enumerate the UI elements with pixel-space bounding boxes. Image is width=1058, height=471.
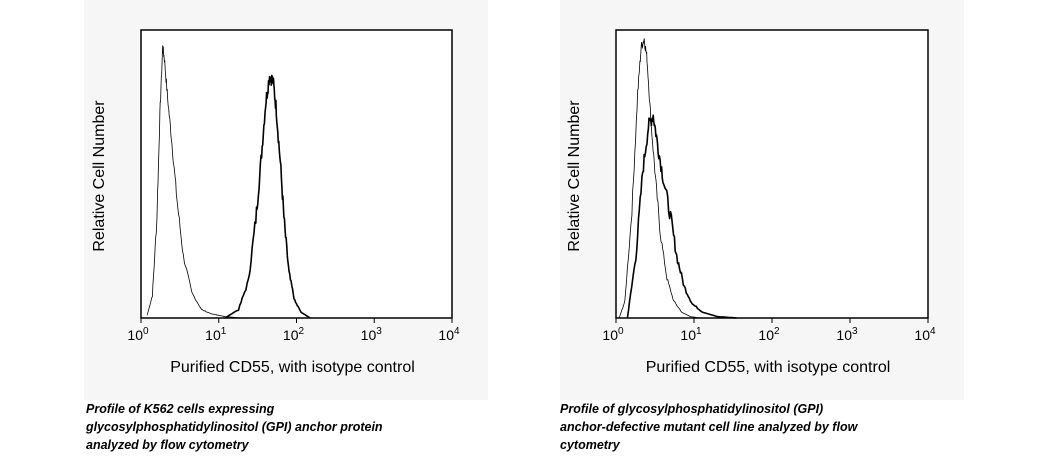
left-x-tick-label-2: 102: [283, 326, 305, 343]
left-x-tick-label-3: 103: [361, 326, 383, 343]
caption-right-line-3: cytometry: [560, 438, 620, 452]
left-x-axis-label: Purified CD55, with isotype control: [170, 359, 415, 376]
left-histogram: 100 101 102 103 104 Purified CD55, with isoty…: [91, 29, 460, 376]
caption-left-line-3: analyzed by flow cytometry: [86, 438, 249, 452]
right-x-tick-label-0: 100: [602, 326, 624, 343]
caption-left: Profile of K562 cells expressing glycosy…: [86, 400, 446, 454]
caption-right-line-2: anchor-defective mutant cell line analyz…: [560, 420, 858, 434]
right-y-axis-label: Relative Cell Number: [566, 100, 583, 252]
caption-left-line-1: Profile of K562 cells expressing: [86, 402, 275, 416]
right-x-tick-label-3: 103: [836, 326, 858, 343]
left-x-tick-label-4: 104: [438, 326, 460, 343]
right-x-axis-label: Purified CD55, with isotype control: [646, 359, 891, 376]
left-x-tick-label-0: 100: [127, 326, 149, 343]
right-plot-frame: [615, 29, 929, 319]
caption-left-line-2: glycosylphosphatidylinositol (GPI) ancho…: [86, 420, 383, 434]
right-x-tick-label-4: 104: [914, 326, 936, 343]
left-series-thin-line: [146, 45, 243, 319]
caption-right-line-1: Profile of glycosylphosphatidylinositol …: [560, 402, 824, 416]
right-x-tick-label-2: 102: [758, 326, 780, 343]
left-x-tick-label-1: 101: [205, 326, 227, 343]
caption-right: Profile of glycosylphosphatidylinositol …: [560, 400, 920, 454]
right-series-thick-line: [626, 114, 737, 319]
left-y-axis-label: Relative Cell Number: [91, 100, 108, 252]
right-x-tick-label-1: 101: [680, 326, 702, 343]
right-histogram: 100 101 102 103 104 Purified CD55, with isoty…: [566, 29, 936, 376]
left-plot-frame: [140, 29, 453, 319]
left-series-thick-line: [224, 74, 311, 319]
